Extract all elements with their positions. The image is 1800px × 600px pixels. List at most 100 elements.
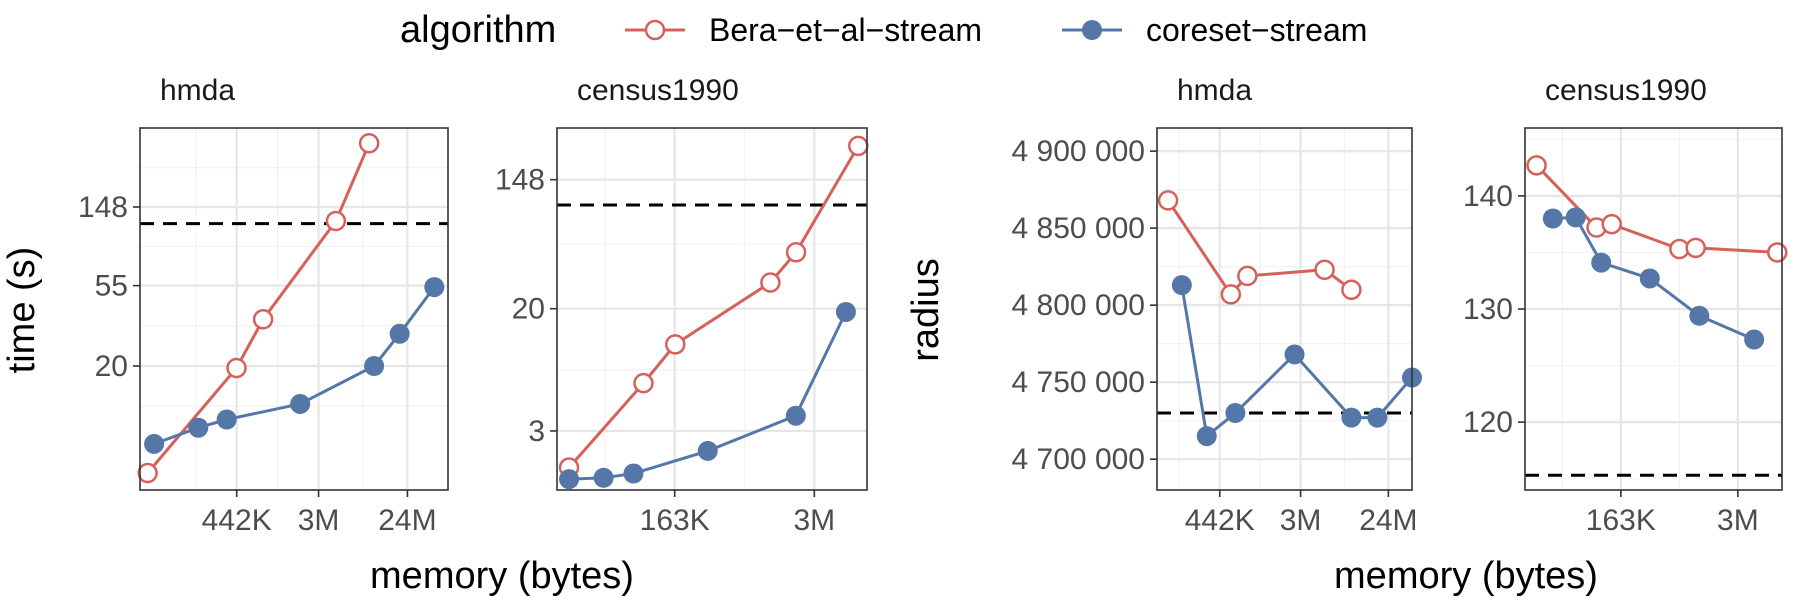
x-tick-label: 3M [298,504,340,537]
y-tick-label: 4 850 000 [1012,212,1145,245]
legend: algorithm Bera−et−al−stream coreset−stre… [400,9,1367,51]
gridlines [1157,128,1412,490]
data-point-bera [1767,242,1788,263]
series-bera [1526,155,1788,263]
y-tick-label: 148 [78,191,128,224]
data-point-bera [1157,190,1179,211]
series-line-bera [1535,164,1778,254]
x-tick-label: 3M [1280,504,1322,537]
legend-label-bera: Bera−et−al−stream [709,12,982,48]
x-tick-label: 24M [1359,504,1417,537]
panel-right-hmda: 442K 3M 24M 4 700 000 4 750 000 4 800 000 4 85… [1012,74,1422,537]
y-tick-label: 4 750 000 [1012,366,1145,399]
data-point-coreset [290,393,311,414]
panel-strip-title: hmda [160,74,235,107]
legend-item-coreset: coreset−stream [1062,12,1367,48]
y-tick-label: 4 700 000 [1012,443,1145,476]
series-bera [137,133,380,484]
x-tick-label: 3M [793,504,835,537]
data-point-coreset [1341,407,1362,428]
series-bera [1157,190,1362,305]
data-point-coreset [364,356,385,377]
y-tick-label: 130 [1463,293,1513,326]
y-tick-label: 20 [95,350,128,383]
data-point-bera [1601,213,1623,235]
series-bera [558,135,869,478]
panel-strip-title: census1990 [1545,74,1707,107]
data-point-coreset [1171,275,1192,296]
panel-border [139,127,449,491]
gridlines [1525,128,1782,490]
data-point-coreset [1225,402,1246,423]
y-tick-label: 140 [1463,180,1513,213]
data-point-bera [665,334,686,355]
data-point-coreset [1542,208,1563,229]
panel-background [140,128,448,490]
series-coreset [1542,207,1765,350]
data-point-bera [1685,237,1706,259]
panel-left-census1990: 163K 3M 3 20 148 census1990 [495,74,869,537]
data-point-coreset [216,409,237,430]
legend-label-coreset: coreset−stream [1146,12,1367,48]
x-tick-label: 3M [1717,504,1759,537]
data-point-bera [137,462,158,484]
panel-left-hmda: 442K 3M 24M 20 55 148 hmda [78,74,449,537]
data-point-coreset [188,417,209,438]
data-point-coreset [593,467,614,488]
data-point-coreset [1284,344,1305,365]
x-tick-label: 24M [378,504,436,537]
data-point-bera [325,210,347,232]
data-point-coreset [389,323,410,344]
data-point-bera [633,372,654,394]
right-x-axis-title: memory (bytes) [1334,555,1598,597]
y-tick-label: 20 [512,293,545,326]
data-point-coreset [424,277,445,298]
series-line-bera [567,145,860,469]
y-tick-label: 55 [95,270,128,303]
data-point-coreset [1591,252,1612,273]
data-point-bera [1526,155,1547,176]
x-tick-label: 442K [202,504,272,537]
data-point-bera [358,133,380,154]
panel-border [1156,127,1413,491]
data-point-coreset [785,405,806,426]
data-point-bera [1220,284,1242,305]
series-coreset [1171,275,1422,447]
data-point-coreset [697,440,718,461]
y-tick-label: 4 900 000 [1012,135,1145,168]
data-point-bera [848,135,869,157]
panel-background [1157,128,1412,490]
data-point-coreset [1367,407,1388,428]
series-coreset [559,301,856,490]
x-tick-label: 163K [640,504,710,537]
y-tick-label: 120 [1463,406,1513,439]
data-point-coreset [1689,305,1710,326]
legend-title: algorithm [400,9,556,51]
panel-strip-title: hmda [1177,74,1252,107]
left-y-axis-title: time (s) [1,247,43,374]
data-point-bera [785,242,807,263]
y-tick-label: 148 [495,164,545,197]
panels: 442K 3M 24M 20 55 148 hmda 163K 3M 3 20 148 census19… [78,74,1788,537]
data-point-coreset [144,433,165,454]
legend-marker-bera [644,19,666,41]
data-point-coreset [1744,329,1765,350]
data-point-bera [1341,279,1362,300]
data-point-coreset [559,469,580,490]
data-point-coreset [1565,207,1586,228]
data-point-coreset [623,463,644,484]
data-point-bera [226,357,247,379]
x-tick-label: 442K [1185,504,1255,537]
legend-marker-coreset [1082,20,1102,40]
gridlines [557,128,867,490]
panel-strip-title: census1990 [577,74,739,107]
x-tick-label: 163K [1586,504,1656,537]
data-point-bera [760,272,781,293]
data-point-bera [1237,265,1258,287]
panel-right-census1990: 163K 3M 120 130 140 census1990 [1463,74,1788,537]
data-point-coreset [835,301,856,322]
gridlines [140,128,448,490]
data-point-bera [1314,259,1335,280]
legend-item-bera: Bera−et−al−stream [625,12,982,48]
